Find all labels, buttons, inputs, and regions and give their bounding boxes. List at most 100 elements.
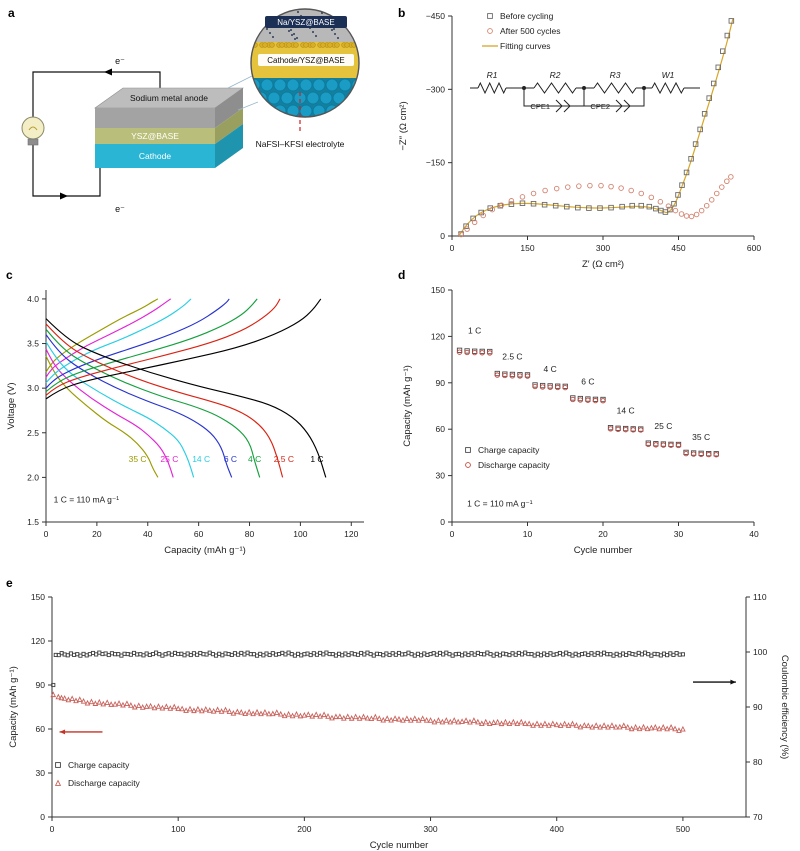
inset-top-label: Na/YSZ@BASE [277,18,334,27]
series-discharge-capacity [456,349,719,458]
series-35-c-charge [45,298,159,373]
svg-text:R2: R2 [550,70,561,80]
inset-top-label-box [265,16,347,28]
svg-text:1 C: 1 C [468,325,481,335]
svg-text:110: 110 [753,592,767,602]
svg-text:80: 80 [753,757,763,767]
svg-text:Discharge capacity: Discharge capacity [68,778,141,788]
panel-e-cycling-chart: 0 100 200 300 400 500 0 30 60 90 120 150 70 80 90 100 11… [8,592,790,851]
svg-text:120: 120 [344,529,358,539]
svg-text:0: 0 [440,517,445,527]
axis-labels: 0 10 20 30 40 0 30 60 90 120 150 Cycle number Capaci… [402,285,759,556]
svg-text:After 500 cycles: After 500 cycles [500,26,560,36]
svg-text:Before cycling: Before cycling [500,11,554,21]
svg-text:40: 40 [143,529,153,539]
svg-text:30: 30 [674,529,684,539]
svg-text:−150: −150 [426,158,445,168]
annotations: 1 C 2.5 C 4 C 6 C 14 C 25 C 35 C 1 C = 110 mA g… [467,325,710,508]
series-6-c-discharge [45,334,233,478]
svg-text:4 C: 4 C [248,454,261,464]
svg-text:Cycle number: Cycle number [370,840,429,851]
svg-text:30: 30 [36,768,46,778]
svg-text:150: 150 [31,592,45,602]
svg-text:Z′ (Ω cm²): Z′ (Ω cm²) [582,259,624,270]
electron-arrow-top-icon [104,68,112,76]
svg-text:4 C: 4 C [544,364,557,374]
svg-text:450: 450 [671,243,685,253]
svg-text:400: 400 [550,824,564,834]
svg-text:80: 80 [245,529,255,539]
panel-label-e: e [6,576,13,590]
electrolyte-note: NaFSI–KFSI electrolyte [256,139,345,149]
svg-text:CPE1: CPE1 [530,102,550,111]
svg-text:500: 500 [676,824,690,834]
panel-label-b: b [398,6,406,20]
anode-label: Sodium metal anode [130,93,208,103]
series-4-c-charge [45,298,258,393]
series-1-c-charge [45,298,322,400]
panel-d-rate-capability-chart: 0 10 20 30 40 0 30 60 90 120 150 Cycle number Capaci… [402,285,759,556]
svg-text:14 C: 14 C [192,454,210,464]
legend: Charge capacity Discharge capacity [54,760,141,788]
svg-text:1 C = 110 mA g⁻¹: 1 C = 110 mA g⁻¹ [54,494,120,504]
inset-circle-outline [250,8,360,118]
series-35-c-discharge [45,355,159,478]
svg-text:2.5: 2.5 [27,428,39,438]
svg-text:2.5 C: 2.5 C [502,352,522,362]
svg-text:35 C: 35 C [692,432,710,442]
svg-text:150: 150 [431,285,445,295]
svg-text:100: 100 [753,647,767,657]
svg-text:Cycle number: Cycle number [574,545,633,556]
series-6-c-charge [45,298,230,389]
svg-text:R1: R1 [487,70,498,80]
svg-text:Fitting curves: Fitting curves [500,41,551,51]
svg-text:Charge capacity: Charge capacity [478,445,540,455]
svg-text:20: 20 [598,529,608,539]
svg-text:0: 0 [450,529,455,539]
svg-text:90: 90 [36,680,46,690]
cathode-side [215,124,243,168]
svg-text:100: 100 [171,824,185,834]
svg-text:10: 10 [523,529,533,539]
svg-text:0: 0 [450,243,455,253]
electron-label-top: e⁻ [115,56,125,66]
svg-text:1 C: 1 C [310,454,323,464]
axis-labels: 0 100 200 300 400 500 0 30 60 90 120 150 70 80 90 100 11… [8,592,790,851]
svg-text:20: 20 [92,529,102,539]
panel-label-c: c [6,268,13,282]
wire-bottom [32,145,101,197]
svg-text:0: 0 [440,231,445,241]
anode-side [215,88,243,128]
svg-text:Coulombic efficiency (%): Coulombic efficiency (%) [779,655,790,759]
svg-text:Voltage (V): Voltage (V) [6,383,17,430]
svg-text:1.5: 1.5 [27,517,39,527]
svg-text:1 C = 110 mA g⁻¹: 1 C = 110 mA g⁻¹ [467,499,533,509]
series-2-5-c-discharge [45,323,284,478]
series-before-cycling [458,18,735,237]
legend: Before cycling After 500 cycles Fitting cu… [482,11,560,51]
svg-text:40: 40 [749,529,759,539]
svg-text:90: 90 [753,702,763,712]
series-4-c-discharge [45,328,261,478]
svg-text:Capacity (mAh g⁻¹): Capacity (mAh g⁻¹) [402,365,413,447]
svg-text:300: 300 [423,824,437,834]
svg-text:600: 600 [747,243,761,253]
panel-a-schematic: e⁻ e⁻ Sodium metal anode YSZ@BASE Cathod… [21,8,360,214]
svg-text:60: 60 [36,724,46,734]
ysz-side [215,108,243,144]
svg-text:−Z″ (Ω cm²): −Z″ (Ω cm²) [398,101,409,150]
svg-text:0: 0 [50,824,55,834]
legend: Charge capacity Discharge capacity [465,445,551,470]
panel-b-nyquist-chart: 0 150 300 450 600 0 −150 −300 −450 Z′ (Ω cm²) −Z″ … [398,11,761,270]
series-fitting-curves [458,18,734,236]
svg-text:100: 100 [293,529,307,539]
inset-mid-label-box [258,54,354,66]
anode-front [95,108,215,128]
panel-c-voltage-profile-chart: 0 20 40 60 80 100 120 1.5 2.0 2.5 3.0 3.5 4.0 Capacit… [6,290,364,556]
svg-text:120: 120 [31,636,45,646]
wire-top [32,71,161,117]
svg-text:2.0: 2.0 [27,472,39,482]
magnifier-line-1 [227,75,253,89]
svg-text:CPE2: CPE2 [590,102,610,111]
svg-text:6 C: 6 C [224,454,237,464]
